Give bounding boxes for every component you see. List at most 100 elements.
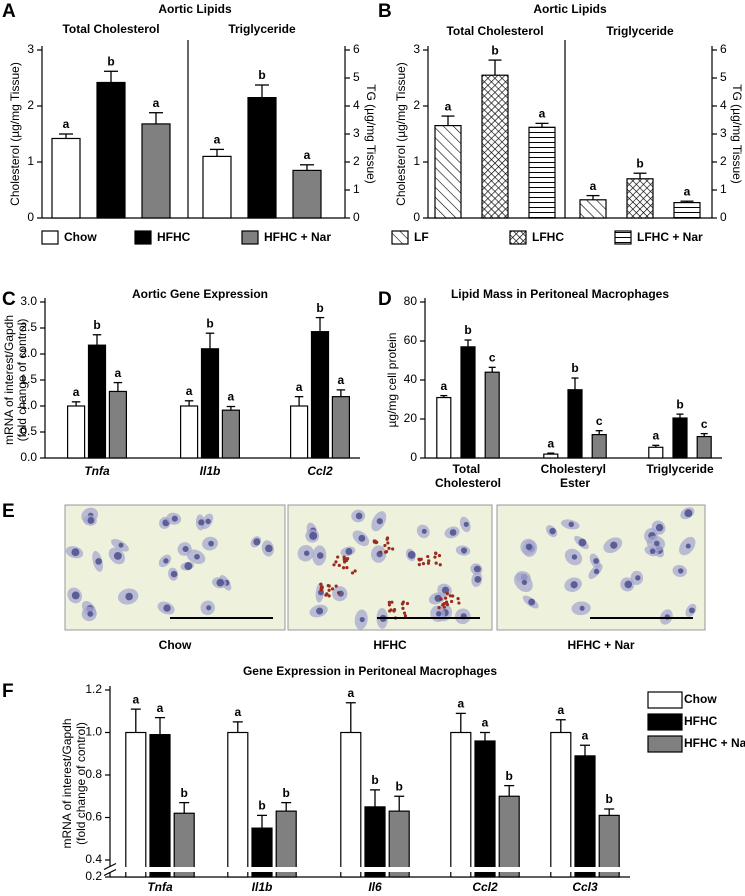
bar <box>498 795 520 878</box>
bar <box>598 814 620 878</box>
y-tick-label: 1.0 <box>85 725 102 739</box>
y2-axis-label: TG (µg/mg Tissue) <box>730 84 744 184</box>
significance-label: a <box>482 716 489 730</box>
lipid-droplet <box>445 591 449 596</box>
nucleus <box>184 562 193 571</box>
y-tick-label: 1.5 <box>20 372 37 386</box>
nucleus <box>463 521 469 527</box>
nucleus <box>593 568 600 575</box>
legend-label: HFHC <box>157 230 191 244</box>
nucleus <box>521 579 527 586</box>
bar <box>672 417 688 459</box>
bar <box>200 348 220 459</box>
bar <box>66 405 86 459</box>
lipid-droplet <box>383 543 387 548</box>
lipid-droplet <box>457 601 461 605</box>
y2-tick-label: 1 <box>353 182 360 196</box>
lipid-droplet <box>330 587 335 591</box>
y-tick-label: 2 <box>413 98 420 112</box>
micrograph-label: HFHC + Nar <box>567 638 634 652</box>
nucleus <box>473 565 481 573</box>
nucleus <box>87 517 95 524</box>
legend-label: LF <box>414 230 429 244</box>
nucleus <box>253 538 261 546</box>
y-axis-label: mRNA of interest/Gapdh <box>2 315 16 445</box>
nucleus <box>198 519 205 526</box>
nucleus <box>171 515 178 522</box>
nucleus <box>571 554 578 560</box>
chart-title: Aortic Lipids <box>158 2 232 16</box>
bar <box>528 126 556 219</box>
lipid-droplet <box>385 537 389 541</box>
panel-letter: E <box>2 501 15 522</box>
lipid-droplet <box>350 571 355 575</box>
y2-tick-label: 3 <box>353 126 360 140</box>
nucleus <box>316 552 324 559</box>
lipid-droplet <box>342 555 346 559</box>
bar <box>450 731 472 878</box>
x-tick-label: Il1b <box>200 464 221 478</box>
significance-label: a <box>115 366 122 380</box>
axis-break-mark <box>103 862 117 871</box>
panel-letter: F <box>2 681 14 702</box>
lipid-droplet <box>345 565 349 570</box>
significance-label: a <box>547 436 554 450</box>
nucleus <box>345 548 353 555</box>
nucleus <box>474 576 482 583</box>
significance-label: a <box>590 179 597 193</box>
nucleus <box>216 578 225 587</box>
lipid-droplet <box>437 554 442 558</box>
lipid-droplet <box>442 601 446 606</box>
bar <box>310 331 330 459</box>
nucleus <box>578 538 587 547</box>
nucleus <box>95 558 102 565</box>
lipid-droplet <box>421 562 426 566</box>
y-tick-label: 3 <box>27 42 34 56</box>
legend-label: LFHC <box>532 230 564 244</box>
chart-title: Gene Expression in Peritoneal Macrophage… <box>243 664 497 678</box>
legend-label: HFHC + Nar <box>684 736 745 750</box>
lipid-droplet <box>427 559 431 563</box>
y-tick-label: 80 <box>404 294 418 308</box>
bar <box>96 81 126 219</box>
significance-label: a <box>157 701 164 715</box>
nucleus <box>635 575 641 581</box>
legend-swatch <box>41 230 59 245</box>
bar <box>696 435 712 459</box>
panel-letter: A <box>2 1 16 22</box>
chart-title: Aortic Lipids <box>533 2 607 16</box>
y-axis-label: Cholesterol (µg/mg Tissue) <box>8 62 22 206</box>
lipid-droplet <box>387 600 391 604</box>
nucleus <box>593 558 599 564</box>
bar <box>648 446 664 459</box>
legend-swatch <box>134 230 152 245</box>
bar <box>141 123 171 219</box>
significance-label: b <box>506 769 513 783</box>
y-tick-label: 0.0 <box>20 450 37 464</box>
lipid-droplet <box>388 609 392 613</box>
y-tick-label: 1 <box>413 154 420 168</box>
x-tick-label: Ccl3 <box>572 880 598 894</box>
lipid-droplet <box>401 606 405 610</box>
bar <box>202 155 232 219</box>
group-label: Total Cholesterol <box>446 24 543 38</box>
bar <box>125 731 147 878</box>
legend-swatch <box>509 230 527 245</box>
significance-label: a <box>186 384 193 398</box>
lipid-droplet <box>327 588 331 592</box>
bar <box>290 405 309 459</box>
y2-tick-label: 1 <box>720 182 727 196</box>
x-tick-label: Ccl2 <box>472 880 498 894</box>
nucleus <box>649 548 656 555</box>
nucleus <box>87 611 94 617</box>
lipid-droplet <box>456 597 460 601</box>
nucleus <box>125 592 133 601</box>
lipid-droplet <box>448 594 453 598</box>
legend-swatch <box>647 713 683 731</box>
y-tick-label: 3 <box>413 42 420 56</box>
legend-swatch <box>241 230 259 245</box>
nucleus <box>525 543 533 551</box>
y2-tick-label: 4 <box>353 98 360 112</box>
panel-letter: D <box>378 289 392 310</box>
bar <box>221 409 240 459</box>
